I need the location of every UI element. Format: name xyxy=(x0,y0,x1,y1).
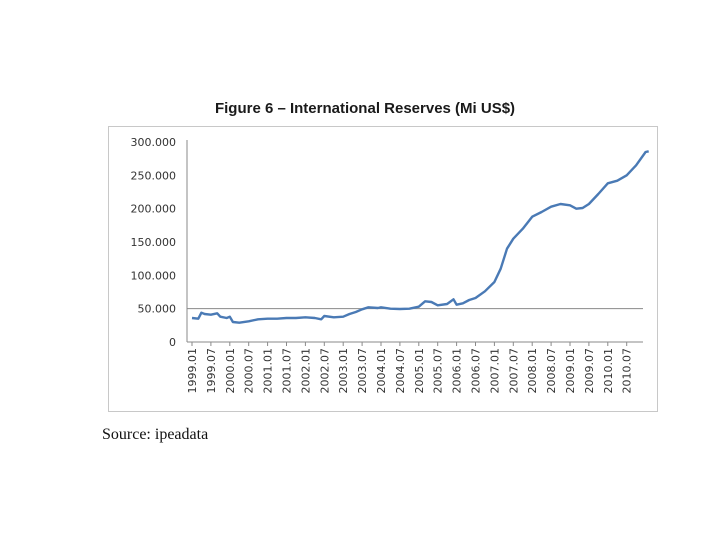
x-tick-label: 2004.01 xyxy=(375,348,388,394)
x-tick-label: 2000.07 xyxy=(243,348,256,394)
x-tick-label: 2004.07 xyxy=(394,348,407,394)
x-tick-label: 2009.01 xyxy=(564,348,577,394)
x-tick-label: 2002.01 xyxy=(299,348,312,394)
y-tick-label: 100.000 xyxy=(131,269,177,282)
y-tick-label: 250.000 xyxy=(131,169,177,182)
series-line xyxy=(191,150,649,324)
x-tick-label: 2009.07 xyxy=(583,348,596,394)
x-tick-label: 2005.07 xyxy=(432,348,445,394)
y-tick-label: 300.000 xyxy=(131,136,177,149)
x-tick-label: 2007.01 xyxy=(488,348,501,394)
x-tick-label: 2007.07 xyxy=(507,348,520,394)
y-tick-label: 200.000 xyxy=(131,203,177,216)
x-tick-label: 2010.07 xyxy=(621,348,634,394)
x-tick-label: 2003.07 xyxy=(356,348,369,394)
x-tick-label: 2008.01 xyxy=(526,348,539,394)
y-tick-label: 0 xyxy=(169,336,176,349)
chart-frame xyxy=(108,126,658,412)
y-tick-label: 50.000 xyxy=(138,303,177,316)
x-tick-label: 2000.01 xyxy=(224,348,237,394)
x-tick-label: 2006.01 xyxy=(451,348,464,394)
y-tick-label: 150.000 xyxy=(131,236,177,249)
x-tick-label: 2002.07 xyxy=(318,348,331,394)
x-tick-label: 2001.07 xyxy=(281,348,294,394)
x-tick-label: 2005.01 xyxy=(413,348,426,394)
x-tick-label: 2001.01 xyxy=(262,348,275,394)
x-tick-label: 2006.07 xyxy=(470,348,483,394)
x-tick-label: 1999.01 xyxy=(186,348,199,394)
x-tick-label: 2003.01 xyxy=(337,348,350,394)
source-note: Source: ipeadata xyxy=(102,426,209,443)
x-tick-label: 2010.01 xyxy=(602,348,615,394)
x-tick-label: 1999.07 xyxy=(205,348,218,394)
chart-title: Figure 6 – International Reserves (Mi US… xyxy=(214,100,516,117)
x-tick-label: 2008.07 xyxy=(545,348,558,394)
